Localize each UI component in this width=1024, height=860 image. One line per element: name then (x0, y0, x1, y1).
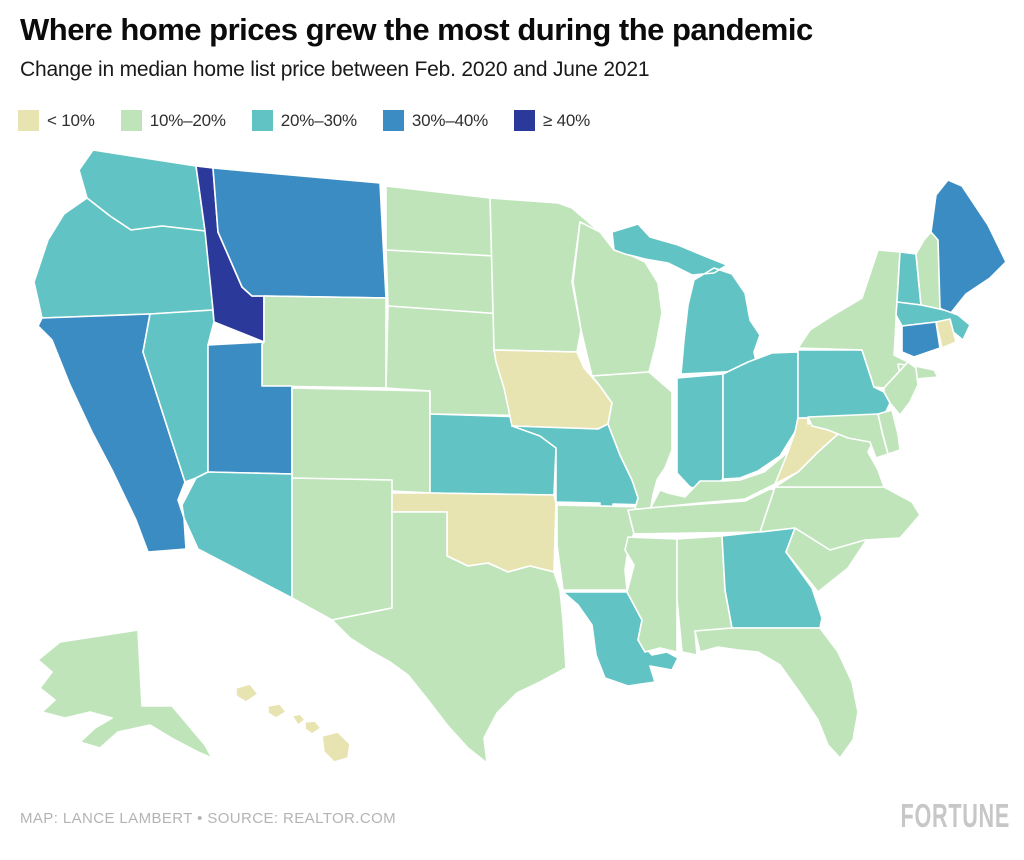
state-nm[interactable]: New Mexico (291, 477, 393, 621)
legend-item: < 10% (18, 110, 95, 131)
state-nd[interactable]: North Dakota (385, 185, 495, 257)
page-subtitle: Change in median home list price between… (20, 57, 650, 81)
legend-swatch (120, 110, 142, 131)
state-co[interactable]: Colorado (291, 387, 431, 494)
legend-label: 30%–40% (411, 110, 489, 130)
credit-line: MAP: LANCE LAMBERT • SOURCE: REALTOR.COM (20, 810, 397, 827)
states-layer: Washington Oregon California Nevada Idah… (33, 149, 1007, 764)
page-title: Where home prices grew the most during t… (20, 12, 813, 47)
state-nc[interactable]: North Carolina (759, 486, 921, 551)
state-tx[interactable]: Texas (331, 511, 567, 764)
state-nj[interactable]: New Jersey (883, 361, 919, 416)
footer: MAP: LANCE LAMBERT • SOURCE: REALTOR.COM… (0, 797, 1024, 844)
legend-item: 30%–40% (382, 110, 489, 131)
state-in[interactable]: Indiana (676, 373, 724, 493)
state-ak[interactable]: Alaska (37, 629, 213, 759)
legend-item: 10%–20% (120, 110, 226, 131)
state-fl[interactable]: Florida (694, 627, 859, 759)
state-ms[interactable]: Mississippi (624, 536, 678, 653)
legend-item: ≥ 40% (514, 110, 590, 131)
legend-swatch (18, 110, 39, 131)
legend-swatch (514, 110, 536, 131)
legend-label: 20%–30% (280, 110, 357, 130)
header: Where home prices grew the most during t… (20, 12, 1004, 82)
legend-swatch (382, 110, 404, 131)
state-ri[interactable]: Rhode Island (935, 318, 957, 349)
legend-label: < 10% (47, 110, 95, 130)
state-ct[interactable]: Connecticut (901, 321, 941, 358)
state-sd[interactable]: South Dakota (385, 249, 503, 315)
fortune-logo: FORTUNE (900, 797, 1010, 835)
state-wy[interactable]: Wyoming (261, 295, 387, 389)
state-md[interactable]: Maryland (807, 413, 889, 459)
legend-label: 10%–20% (149, 110, 226, 130)
state-me[interactable]: Maine (930, 179, 1007, 315)
legend-item: 20%–30% (251, 110, 357, 131)
state-ky[interactable]: Kentucky (644, 433, 811, 529)
legend-label: ≥ 40% (543, 110, 591, 130)
state-az[interactable]: Arizona (181, 471, 293, 599)
legend-swatch (251, 110, 273, 131)
state-mt[interactable]: Montana (212, 167, 387, 299)
legend: < 10% 10%–20% 20%–30% 30%–40% ≥ 40% (18, 110, 590, 131)
state-hi[interactable]: Hawaii (235, 683, 351, 763)
